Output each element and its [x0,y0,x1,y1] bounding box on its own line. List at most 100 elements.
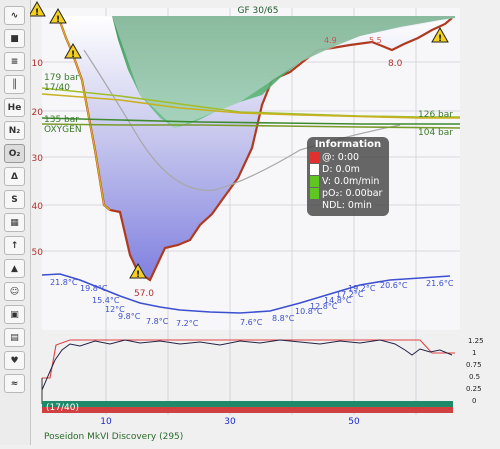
tb-calc-ceiling-button[interactable]: ≡ [4,52,25,71]
svg-text:!: ! [136,270,140,280]
tb-heatmap-button[interactable]: ▦ [4,213,25,232]
tb-ead-button[interactable]: S [4,190,25,209]
po2-axis: 1.25 1 0.75 0.5 0.25 0 [466,337,484,405]
mod-icon: Δ [11,171,18,182]
temperature-line [41,273,451,314]
time-tick: 10 [100,417,112,427]
tb-mod-button[interactable]: Δ [4,167,25,186]
warning-icon[interactable]: ! [431,26,449,44]
dive-profile-plot[interactable]: (17/40) 10 20 30 40 50 10 30 50 1.25 1 0… [28,0,500,445]
tank-label: 126 bar [418,110,453,120]
po2-tick: 0.5 [469,373,480,381]
temp-label: 8.8°C [272,314,295,323]
heart-rate-icon: ♥ [10,355,19,366]
tb-diver-button[interactable]: ☺ [4,282,25,301]
gf-label: GF 30/65 [238,6,279,16]
gas-bar-red [42,407,453,413]
mod-text-icon: ▲ [11,263,18,274]
info-depth: D: 0.0m [322,164,360,175]
temp-label: 12.8°C [310,302,338,311]
max-depth-label: 57.0 [134,289,154,299]
profile-icon: ∿ [10,10,19,21]
tb-n2-button[interactable]: N₂ [4,121,25,140]
depth-tick: 40 [32,202,44,212]
temperature-labels: 21.8°C 19.8°C 15.4°C 12°C 9.8°C 7.8°C 7.… [50,278,454,328]
diver-icon: ☺ [9,286,20,297]
info-time: @: 0:00 [322,152,360,163]
po2-tick: 0 [472,397,476,405]
temp-label: 20.6°C [380,281,408,290]
tank-label: OXYGEN [44,125,82,135]
gas-bar-label: (17/40) [46,403,79,413]
po2-line [41,339,453,391]
helium-icon: He [7,102,22,113]
depth-tick: 10 [32,59,44,69]
po2-tick: 1.25 [468,337,484,345]
event-warning-icons[interactable]: ! ! ! ! ! [28,0,449,280]
temp-label: 10.8°C [295,307,323,316]
ceiling-label: 4.9 [324,36,337,45]
tb-heart-button[interactable]: ♥ [4,351,25,370]
tank-label: 135 bar [44,115,79,125]
depth-tick: 30 [32,154,44,164]
ceiling-label: 8.0 [388,59,403,69]
green-swatch [310,176,319,187]
information-box[interactable]: Information @: 0:00 D: 0.0m V: 0.0m/min … [307,137,389,216]
temp-label: 21.6°C [426,279,454,288]
tank-label: 17/40 [44,83,70,93]
info-time-row: @: 0:00 [310,152,359,164]
tb-profile-button[interactable]: ∿ [4,6,25,25]
ead-text-icon: ▣ [10,309,19,320]
partial-pressure-icon: ≈ [10,378,19,389]
depth-profile-velocity [57,15,111,211]
temp-label: 19.2°C [348,284,376,293]
gas-bar-green [42,401,453,407]
oxygen-icon: O₂ [8,148,21,159]
tb-tissues-button[interactable]: ║ [4,75,25,94]
information-title: Information [314,139,382,150]
tb-he-button[interactable]: He [4,98,25,117]
setpoint-line [42,339,455,379]
white-swatch [310,164,319,175]
ceiling-area [112,16,455,128]
calculated-ceiling-icon: ≡ [10,56,19,67]
tb-mod-text-button[interactable]: ▲ [4,259,25,278]
info-ndl: NDL: 0min [322,200,372,211]
green-swatch [310,188,319,199]
dive-computer-label: Poseidon MkVI Discovery (295) [44,432,183,442]
time-tick: 50 [348,417,360,427]
tb-rate-button[interactable]: ↑ [4,236,25,255]
temp-label: 21.8°C [50,278,78,287]
tb-o2-button[interactable]: O₂ [4,144,25,163]
surface-gf-band [58,16,455,128]
temp-label: 12°C [105,305,125,314]
depth-axis: 10 20 30 40 50 [32,59,44,258]
po2-tick: 0.75 [466,361,482,369]
tb-sac-button[interactable]: ▤ [4,328,25,347]
ceiling-label: 5.5 [369,36,382,45]
temp-label: 7.2°C [176,319,199,328]
svg-text:!: ! [438,34,442,44]
warning-icon[interactable]: ! [129,262,147,280]
time-axis: 10 30 50 [100,417,360,427]
info-ndl-row: NDL: 0min [322,200,372,212]
profile-toolbar: ∿ ■ ≡ ║ He N₂ O₂ Δ S ▦ ↑ ▲ ☺ ▣ ▤ ♥ ≈ [0,0,31,445]
dive-profile-canvas[interactable]: (17/40) 10 20 30 40 50 10 30 50 1.25 1 0… [28,0,500,445]
warning-icon[interactable]: ! [49,7,67,25]
po2-tick: 0.25 [466,385,482,393]
depth-tick: 50 [32,248,44,258]
depth-tick: 20 [32,108,44,118]
rate-icon: ↑ [10,240,19,251]
ceiling-icon: ■ [10,33,19,44]
tissue-ceiling-icon: ║ [11,79,18,90]
tb-ceiling-button[interactable]: ■ [4,29,25,48]
tb-pp-button[interactable]: ≈ [4,374,25,393]
ead-icon: S [11,194,18,205]
time-tick: 30 [224,417,236,427]
info-po2: pO₂: 0.00bar [322,188,383,199]
po2-tick: 1 [472,349,476,357]
tank-label: 104 bar [418,128,453,138]
tb-ead-text-button[interactable]: ▣ [4,305,25,324]
warning-icon[interactable]: ! [28,0,46,18]
warning-icon[interactable]: ! [64,42,82,60]
